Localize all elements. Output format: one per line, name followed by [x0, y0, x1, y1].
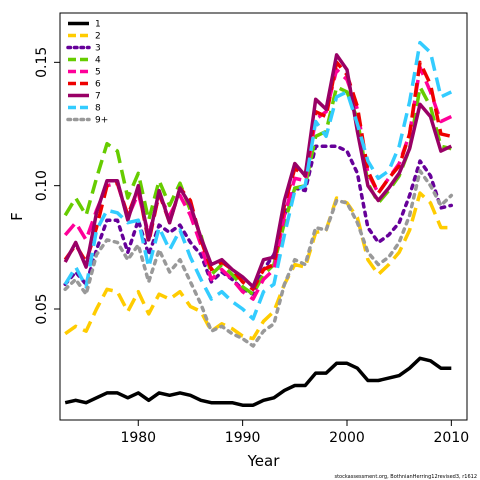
series-line-2	[64, 191, 452, 341]
legend-label: 2	[95, 32, 101, 42]
x-axis-title: Year	[247, 452, 281, 470]
series-layer	[63, 40, 454, 407]
y-axis: 0.05 0.10 0.15	[34, 47, 60, 325]
x-tick-label: 2010	[434, 430, 470, 446]
plot-frame	[59, 12, 468, 421]
legend: 1 2 3 4 5 6 7 8 9+	[66, 20, 108, 126]
series-line-5	[63, 65, 453, 301]
legend-label: 4	[95, 56, 101, 66]
y-tick-label: 0.05	[34, 293, 50, 324]
x-tick-label: 1990	[225, 430, 261, 446]
x-axis: 1980 1990 2000 2010	[120, 420, 469, 446]
x-tick-label: 2000	[329, 430, 365, 446]
legend-label: 9+	[95, 116, 108, 126]
legend-label: 6	[95, 80, 101, 90]
legend-label: 8	[95, 104, 101, 114]
legend-label: 5	[95, 68, 101, 78]
y-axis-title: F	[8, 212, 26, 221]
credit-text: stockassessment.org, BothnianHerring12re…	[334, 474, 477, 480]
legend-label: 1	[95, 20, 101, 30]
y-tick-label: 0.10	[34, 170, 50, 201]
x-tick-label: 1980	[120, 430, 156, 446]
legend-label: 7	[95, 92, 101, 102]
series-line-7	[63, 53, 453, 289]
series-line-8	[63, 40, 453, 321]
legend-label: 3	[95, 44, 101, 54]
y-tick-label: 0.15	[34, 47, 50, 78]
series-line-3	[63, 144, 454, 296]
series-line-4	[63, 85, 452, 296]
series-line-1	[64, 356, 452, 407]
series-line-9plus	[63, 169, 454, 348]
